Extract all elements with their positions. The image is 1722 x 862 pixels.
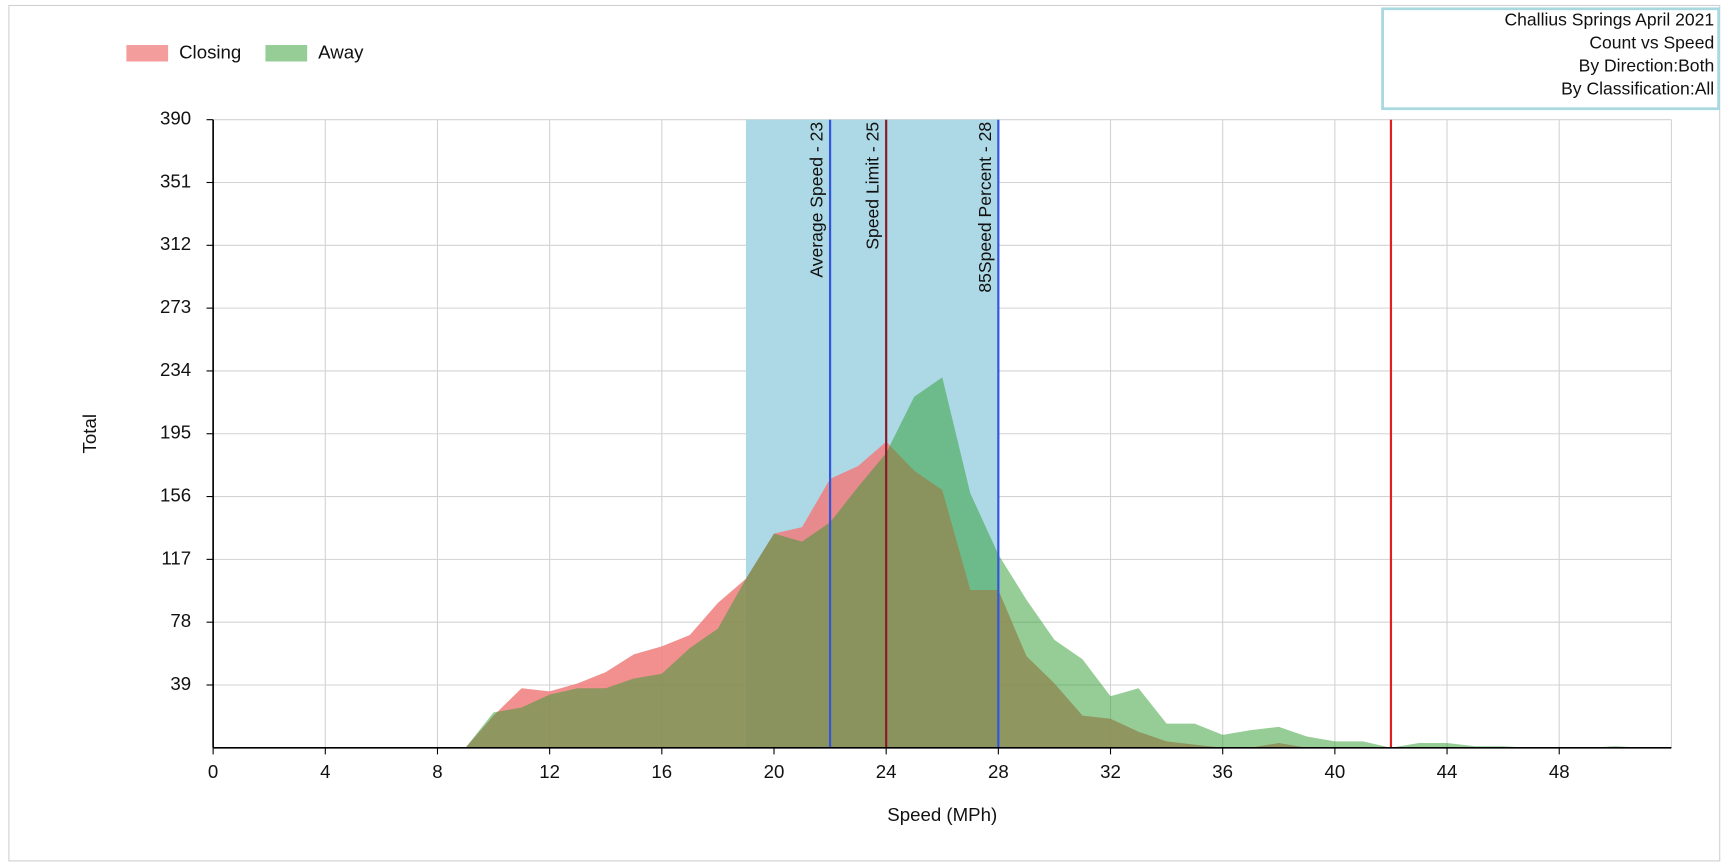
- x-tick-label: 32: [1100, 761, 1121, 782]
- info-line: Count vs Speed: [1589, 33, 1714, 53]
- x-tick-label: 36: [1212, 761, 1233, 782]
- x-axis-label: Speed (MPh): [887, 804, 997, 825]
- reference-label: 85Speed Percent - 28: [975, 122, 995, 293]
- legend-swatch: [126, 45, 169, 62]
- x-tick-label: 44: [1437, 761, 1458, 782]
- y-axis-label: Total: [79, 414, 100, 453]
- y-tick-label: 273: [160, 296, 191, 317]
- y-tick-label: 390: [160, 108, 191, 129]
- y-tick-label: 39: [170, 673, 191, 694]
- y-tick-label: 117: [161, 547, 191, 568]
- info-box: [1381, 7, 1720, 111]
- legend-swatch: [265, 45, 308, 62]
- y-tick-label: 195: [160, 422, 191, 443]
- x-tick-label: 28: [988, 761, 1009, 782]
- x-tick-label: 4: [320, 761, 330, 782]
- area: [213, 377, 1672, 748]
- legend-label: Away: [318, 42, 364, 63]
- y-tick-label: 234: [160, 359, 191, 380]
- reference-label: Speed Limit - 25: [863, 122, 883, 250]
- y-tick-label: 351: [160, 170, 191, 191]
- y-tick-label: 312: [160, 233, 191, 254]
- info-line: By Classification:All: [1561, 79, 1714, 99]
- reference-label: Average Speed - 23: [807, 122, 827, 278]
- x-tick-label: 8: [432, 761, 442, 782]
- x-tick-label: 40: [1324, 761, 1345, 782]
- x-tick-label: 24: [876, 761, 897, 782]
- x-tick-label: 20: [764, 761, 785, 782]
- info-line: Challius Springs April 2021: [1504, 10, 1714, 30]
- frame: [8, 4, 1721, 862]
- x-tick-label: 12: [539, 761, 560, 782]
- x-tick-label: 16: [651, 761, 672, 782]
- legend-label: Closing: [179, 42, 241, 63]
- y-tick-label: 156: [160, 484, 191, 505]
- info-line: By Direction:Both: [1579, 56, 1715, 76]
- y-tick-label: 78: [170, 610, 191, 631]
- x-tick-label: 48: [1549, 761, 1570, 782]
- x-tick-label: 0: [208, 761, 218, 782]
